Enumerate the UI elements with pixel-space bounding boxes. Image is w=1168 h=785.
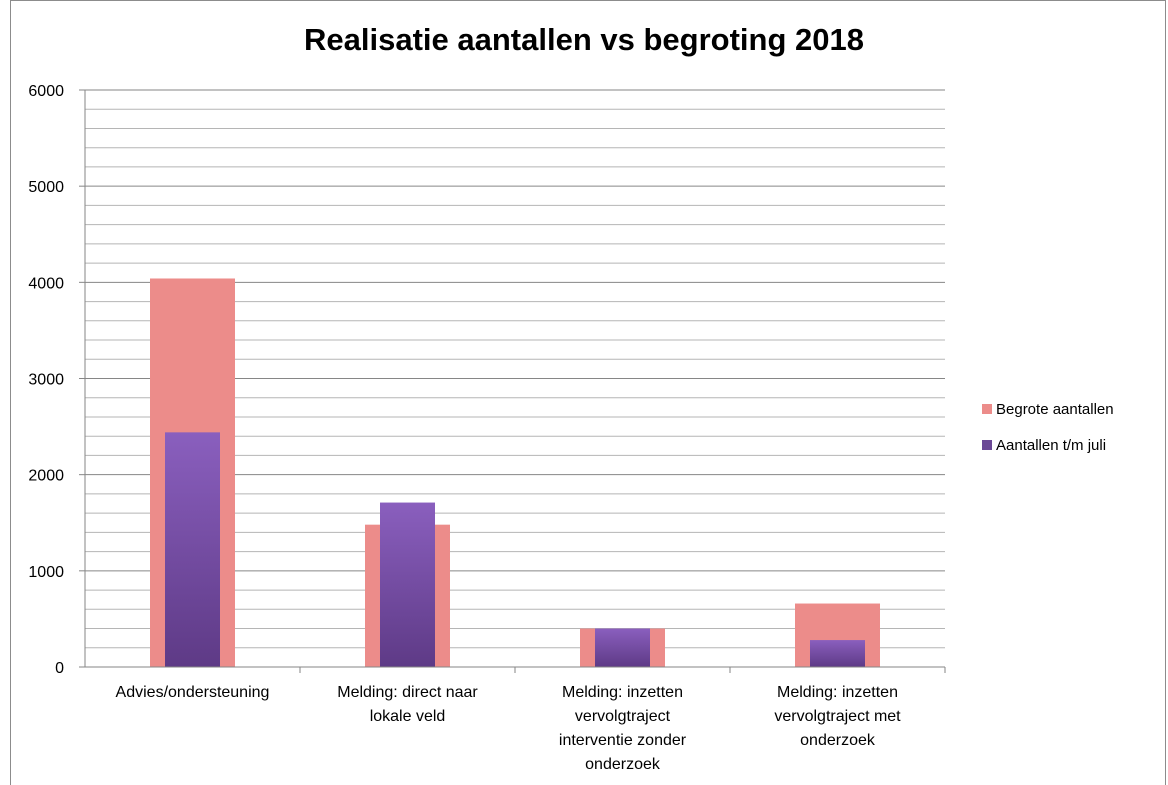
bars (150, 278, 880, 667)
x-category-label: Melding: direct naar lokale veld (337, 684, 478, 725)
x-category-label-line: Melding: inzetten (562, 684, 683, 701)
y-axis: 0 1000 2000 3000 4000 5000 6000 (28, 83, 86, 677)
bar-aantallen-tm-juli (380, 502, 435, 667)
x-category-label-line: Melding: inzetten (777, 684, 898, 701)
x-category-label-line: onderzoek (800, 732, 876, 749)
y-tick-label: 5000 (28, 179, 64, 196)
legend-label: Begrote aantallen (996, 401, 1114, 418)
y-tick-label: 4000 (28, 275, 64, 292)
x-category-label-line: vervolgtraject (575, 708, 671, 725)
bar-aantallen-tm-juli (595, 628, 650, 667)
bar-aantallen-tm-juli (810, 640, 865, 667)
y-tick-label: 6000 (28, 83, 64, 100)
x-category-label-line: Advies/ondersteuning (116, 684, 270, 701)
x-category-label-line: vervolgtraject met (774, 708, 901, 725)
legend: Begrote aantallen Aantallen t/m juli (982, 401, 1114, 454)
x-category-label: Advies/ondersteuning (116, 684, 270, 701)
x-category-label-line: lokale veld (370, 708, 446, 725)
legend-swatch (982, 404, 992, 414)
bar-aantallen-tm-juli (165, 432, 220, 667)
chart-frame (10, 0, 1166, 785)
x-category-label-line: onderzoek (585, 756, 661, 773)
x-category-label: Melding: inzetten vervolgtraject met onder… (774, 684, 901, 749)
legend-swatch (982, 440, 992, 450)
y-tick-label: 0 (55, 660, 64, 677)
y-tick-label: 1000 (28, 564, 64, 581)
legend-label: Aantallen t/m juli (996, 437, 1106, 454)
chart-title: Realisatie aantallen vs begroting 2018 (304, 22, 864, 57)
y-tick-label: 2000 (28, 468, 64, 485)
y-tick-label: 3000 (28, 372, 64, 389)
x-category-label: Melding: inzetten vervolgtraject intervent… (559, 684, 687, 773)
x-category-label-line: Melding: direct naar (337, 684, 478, 701)
x-axis: Advies/ondersteuning Melding: direct naar… (85, 666, 946, 773)
x-category-label-line: interventie zonder (559, 732, 687, 749)
